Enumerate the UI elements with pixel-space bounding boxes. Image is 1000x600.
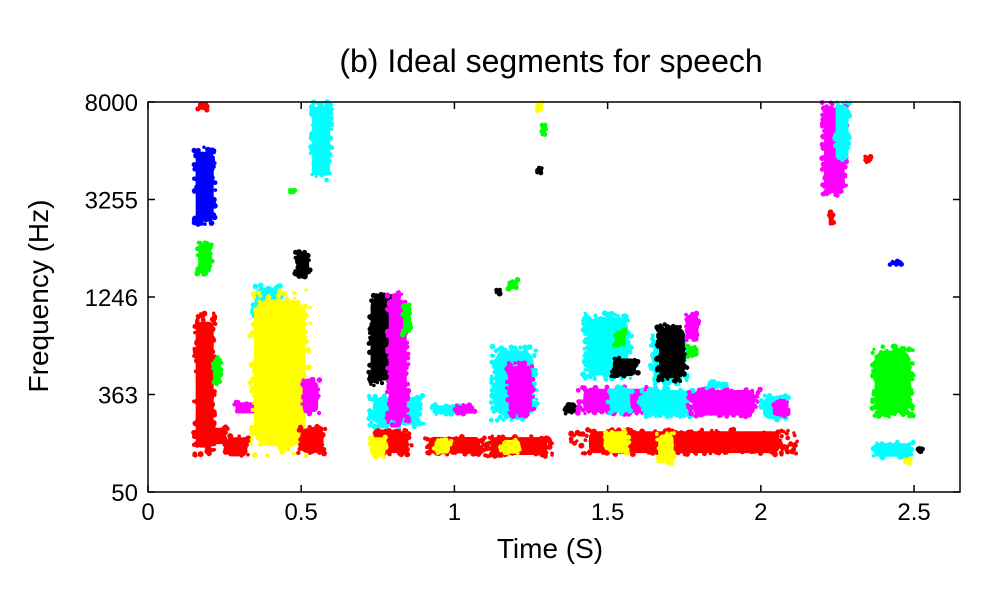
segment-cyan-49 <box>704 379 729 391</box>
y-tick-label: 1246 <box>85 285 138 312</box>
x-tick-label: 2.5 <box>897 499 930 526</box>
segment-yellow-41 <box>602 428 632 456</box>
plot-frame <box>147 101 961 493</box>
x-tick-label: 1.5 <box>591 499 624 526</box>
chart-title: (b) Ideal segments for speech <box>339 43 762 79</box>
y-tick-label: 50 <box>111 480 138 507</box>
segment-yellow-9 <box>247 288 313 459</box>
segment-green-3 <box>210 355 224 387</box>
segment-yellow-22 <box>431 437 454 456</box>
segment-marks <box>191 99 925 466</box>
segment-yellow-28 <box>497 437 522 456</box>
segment-red-40 <box>568 426 799 458</box>
segment-blue-56 <box>887 258 904 267</box>
segment-cyan-43 <box>636 385 696 420</box>
x-tick-label: 2 <box>754 499 767 526</box>
segment-green-32 <box>539 122 549 137</box>
segment-magenta-11 <box>300 376 323 417</box>
segment-green-48 <box>684 343 699 360</box>
segment-red-5 <box>222 433 252 458</box>
segment-blue-1 <box>191 145 218 227</box>
segment-green-39 <box>611 327 628 348</box>
segment-black-60 <box>915 446 925 455</box>
segment-green-20 <box>399 302 414 338</box>
x-tick-label: 0 <box>141 499 154 526</box>
y-tick-label: 363 <box>98 383 138 410</box>
segment-red-10 <box>296 423 328 457</box>
segment-black-46 <box>653 322 690 384</box>
segment-green-30 <box>505 277 521 292</box>
y-axis-label: Frequency (Hz) <box>23 200 54 393</box>
segment-yellow-59 <box>903 456 913 466</box>
segment-black-12 <box>292 249 313 280</box>
segment-red-0 <box>191 310 218 458</box>
segment-magenta-26 <box>504 360 537 419</box>
segment-black-33 <box>535 165 544 176</box>
segment-red-54 <box>826 209 837 226</box>
segment-yellow-31 <box>534 100 545 114</box>
segment-green-2 <box>194 240 215 277</box>
segment-black-34 <box>562 401 578 416</box>
segment-magenta-44 <box>685 385 764 420</box>
segment-red-55 <box>863 154 874 165</box>
segment-black-29 <box>494 287 503 297</box>
segment-green-57 <box>869 343 916 419</box>
segment-cyan-58 <box>870 439 916 461</box>
segment-magenta-24 <box>452 402 478 417</box>
segment-magenta-51 <box>771 398 791 419</box>
segment-cyan-36 <box>605 384 635 417</box>
y-tick-label: 8000 <box>85 90 138 117</box>
segment-black-38 <box>609 355 641 379</box>
segment-magenta-47 <box>684 310 702 343</box>
segment-red-6 <box>206 424 230 448</box>
x-tick-label: 1 <box>448 499 461 526</box>
segment-cyan-53 <box>832 100 853 163</box>
segment-cyan-23 <box>429 402 462 417</box>
axis-ticks: 0 0.5 1 1.5 2 2.5 50 363 1246 3255 8000 <box>85 90 960 526</box>
segment-cyan-13 <box>308 99 335 183</box>
segment-red-4 <box>195 102 210 113</box>
segment-yellow-16 <box>367 434 389 460</box>
segment-green-14 <box>288 187 298 195</box>
x-axis-label: Time (S) <box>497 533 603 564</box>
x-tick-label: 0.5 <box>285 499 318 526</box>
segment-yellow-42 <box>654 431 677 466</box>
y-tick-label: 3255 <box>85 188 138 215</box>
segment-red-21 <box>423 434 487 457</box>
